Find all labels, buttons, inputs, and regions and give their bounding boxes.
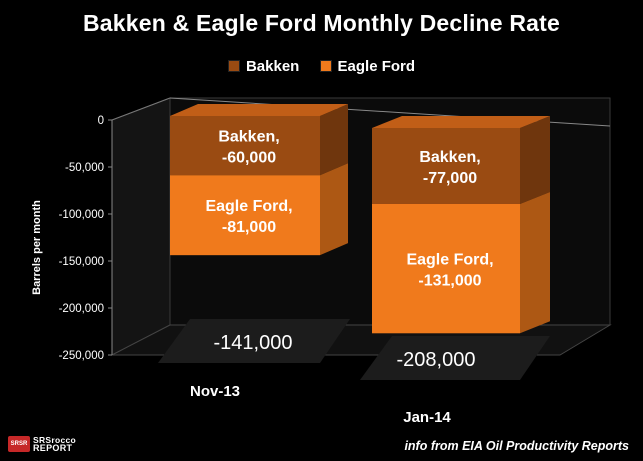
bar-side-eagle-ford-jan-14 bbox=[520, 191, 550, 334]
logo-mark-icon: SRSR bbox=[8, 436, 30, 452]
chart-title: Bakken & Eagle Ford Monthly Decline Rate bbox=[82, 10, 561, 36]
y-tick-label: -50,000 bbox=[65, 162, 104, 174]
y-tick-label: 0 bbox=[98, 115, 104, 127]
logo-text-top: SRSrocco bbox=[33, 434, 77, 445]
data-label-bakken-nov-13: Bakken, bbox=[218, 129, 279, 146]
legend-swatch-eagle-ford bbox=[319, 60, 332, 72]
bar-bakken-nov-13 bbox=[170, 116, 320, 176]
data-value-eagle-ford-jan-14: -131,000 bbox=[418, 273, 481, 290]
data-label-eagle-ford-jan-14: Eagle Ford, bbox=[406, 252, 493, 269]
chart-legend: Bakken Eagle Ford bbox=[0, 58, 643, 75]
side-wall bbox=[111, 97, 171, 356]
y-tick-label: -150,000 bbox=[59, 256, 104, 268]
data-label-eagle-ford-nov-13: Eagle Ford, bbox=[205, 198, 292, 215]
bar-bakken-jan-14 bbox=[372, 128, 520, 204]
zero-line-side bbox=[111, 97, 171, 121]
data-value-bakken-jan-14: -77,000 bbox=[423, 170, 477, 187]
bar-side-eagle-ford-nov-13 bbox=[320, 163, 348, 256]
legend-item-bakken: Bakken bbox=[227, 58, 300, 75]
data-value-bakken-nov-13: -60,000 bbox=[222, 150, 276, 167]
bar-eagle-ford-jan-14 bbox=[372, 203, 520, 334]
bar-side-bakken-jan-14 bbox=[520, 116, 550, 204]
total-label-jan-14: -208,000 bbox=[397, 349, 476, 371]
bar-top-jan-14 bbox=[372, 116, 550, 128]
data-value-eagle-ford-nov-13: -81,000 bbox=[222, 219, 276, 236]
category-label-nov-13: Nov-13 bbox=[190, 383, 240, 400]
legend-label-bakken: Bakken bbox=[245, 58, 300, 75]
y-tick-label: -100,000 bbox=[59, 209, 104, 221]
bar-side-bakken-nov-13 bbox=[320, 104, 348, 176]
legend-swatch-bakken bbox=[227, 60, 240, 72]
y-axis-title: Barrels per month bbox=[31, 200, 43, 295]
srsrocco-logo: SRSR SRSrocco REPORT bbox=[8, 433, 76, 455]
data-label-bakken-jan-14: Bakken, bbox=[419, 149, 480, 166]
total-plate bbox=[158, 319, 350, 363]
total-label-nov-13: -141,000 bbox=[214, 332, 293, 354]
bar-eagle-ford-nov-13 bbox=[170, 175, 320, 256]
category-label-jan-14: Jan-14 bbox=[403, 409, 451, 426]
bar-top-nov-13 bbox=[170, 104, 348, 116]
source-note: info from EIA Oil Productivity Reports bbox=[404, 439, 629, 453]
logo-text-bottom: REPORT bbox=[33, 442, 73, 453]
y-tick-label: -200,000 bbox=[59, 303, 104, 315]
y-tick-label: -250,000 bbox=[59, 350, 104, 362]
legend-item-eagle-ford: Eagle Ford bbox=[319, 58, 416, 75]
legend-label-eagle-ford: Eagle Ford bbox=[337, 58, 416, 75]
total-plate bbox=[360, 336, 550, 380]
